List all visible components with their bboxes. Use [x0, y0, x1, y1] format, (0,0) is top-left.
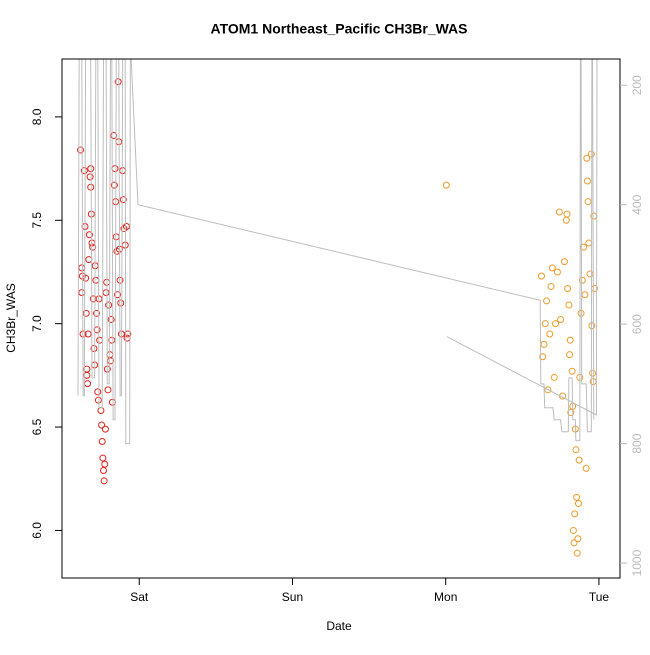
data-point: [557, 316, 565, 324]
data-point: [98, 438, 106, 446]
data-point: [553, 268, 561, 276]
y-tick-label: 6.5: [30, 418, 44, 435]
data-point: [80, 167, 88, 175]
data-point: [574, 535, 582, 543]
data-point: [583, 154, 591, 162]
y2-tick-label: 1000: [630, 549, 644, 576]
data-point: [541, 320, 549, 328]
data-point: [578, 276, 586, 284]
data-point: [105, 301, 113, 309]
x-tick-label: Tue: [589, 590, 610, 604]
data-point: [566, 336, 574, 344]
y2-tick-label: 400: [630, 194, 644, 214]
data-point: [577, 309, 585, 317]
y2-tick-label: 200: [630, 75, 644, 95]
data-point: [114, 291, 122, 299]
data-point: [544, 386, 552, 394]
data-point: [570, 539, 578, 547]
data-point: [77, 146, 85, 154]
data-point: [575, 456, 583, 464]
data-point: [98, 421, 106, 429]
plot-frame: [61, 58, 621, 579]
data-point: [575, 500, 583, 508]
data-point: [101, 460, 109, 468]
data-point: [573, 549, 581, 557]
data-point: [572, 446, 580, 454]
data-point: [86, 173, 94, 181]
altitude-line: [77, 59, 598, 445]
data-point: [548, 264, 556, 272]
data-point: [84, 330, 92, 338]
data-point: [582, 464, 590, 472]
data-point: [107, 316, 115, 324]
data-point: [550, 373, 558, 381]
data-point: [546, 330, 554, 338]
x-tick-label: Sun: [282, 590, 303, 604]
data-point: [552, 320, 560, 328]
data-point: [100, 477, 108, 485]
data-point: [547, 282, 555, 290]
data-point: [573, 493, 581, 501]
y2-tick-label: 600: [630, 314, 644, 334]
data-point: [122, 222, 130, 230]
data-point: [90, 344, 98, 352]
data-point: [565, 301, 573, 309]
data-point: [569, 526, 577, 534]
y2-tick-label: 800: [630, 433, 644, 453]
data-point: [114, 78, 122, 86]
x-tick-label: Sat: [130, 590, 149, 604]
data-point: [584, 198, 592, 206]
data-point: [563, 210, 571, 218]
data-point: [442, 181, 450, 189]
data-point: [124, 330, 132, 338]
y-tick-label: 6.0: [30, 522, 44, 539]
y-tick-label: 8.0: [30, 108, 44, 125]
data-point: [85, 231, 93, 239]
data-point: [571, 510, 579, 518]
data-point: [94, 388, 102, 396]
data-point: [104, 386, 112, 394]
data-point: [580, 243, 588, 251]
data-point: [99, 454, 107, 462]
data-point: [539, 353, 547, 361]
plot-area: [77, 59, 598, 557]
data-point: [101, 425, 109, 433]
data-point: [94, 396, 102, 404]
data-point: [89, 243, 97, 251]
data-point: [568, 367, 576, 375]
data-point: [543, 297, 551, 305]
data-point: [537, 272, 545, 280]
data-point: [589, 369, 597, 377]
y-tick-label: 7.0: [30, 315, 44, 332]
data-point: [110, 181, 118, 189]
x-tick-label: Mon: [434, 590, 457, 604]
data-point: [555, 208, 563, 216]
data-point: [110, 132, 118, 140]
data-point: [92, 309, 100, 317]
data-point: [119, 196, 127, 204]
data-point: [564, 285, 572, 293]
data-point: [117, 299, 125, 307]
x-axis-label: Date: [326, 619, 352, 633]
data-point: [566, 351, 574, 359]
data-point: [93, 326, 101, 334]
chart-title: ATOM1 Northeast_Pacific CH3Br_WAS: [211, 21, 468, 37]
data-point: [583, 177, 591, 185]
data-point: [567, 409, 575, 417]
data-point: [560, 258, 568, 266]
data-point: [540, 340, 548, 348]
y-axis-label: CH3Br_WAS: [4, 283, 18, 353]
y-tick-label: 7.5: [30, 212, 44, 229]
